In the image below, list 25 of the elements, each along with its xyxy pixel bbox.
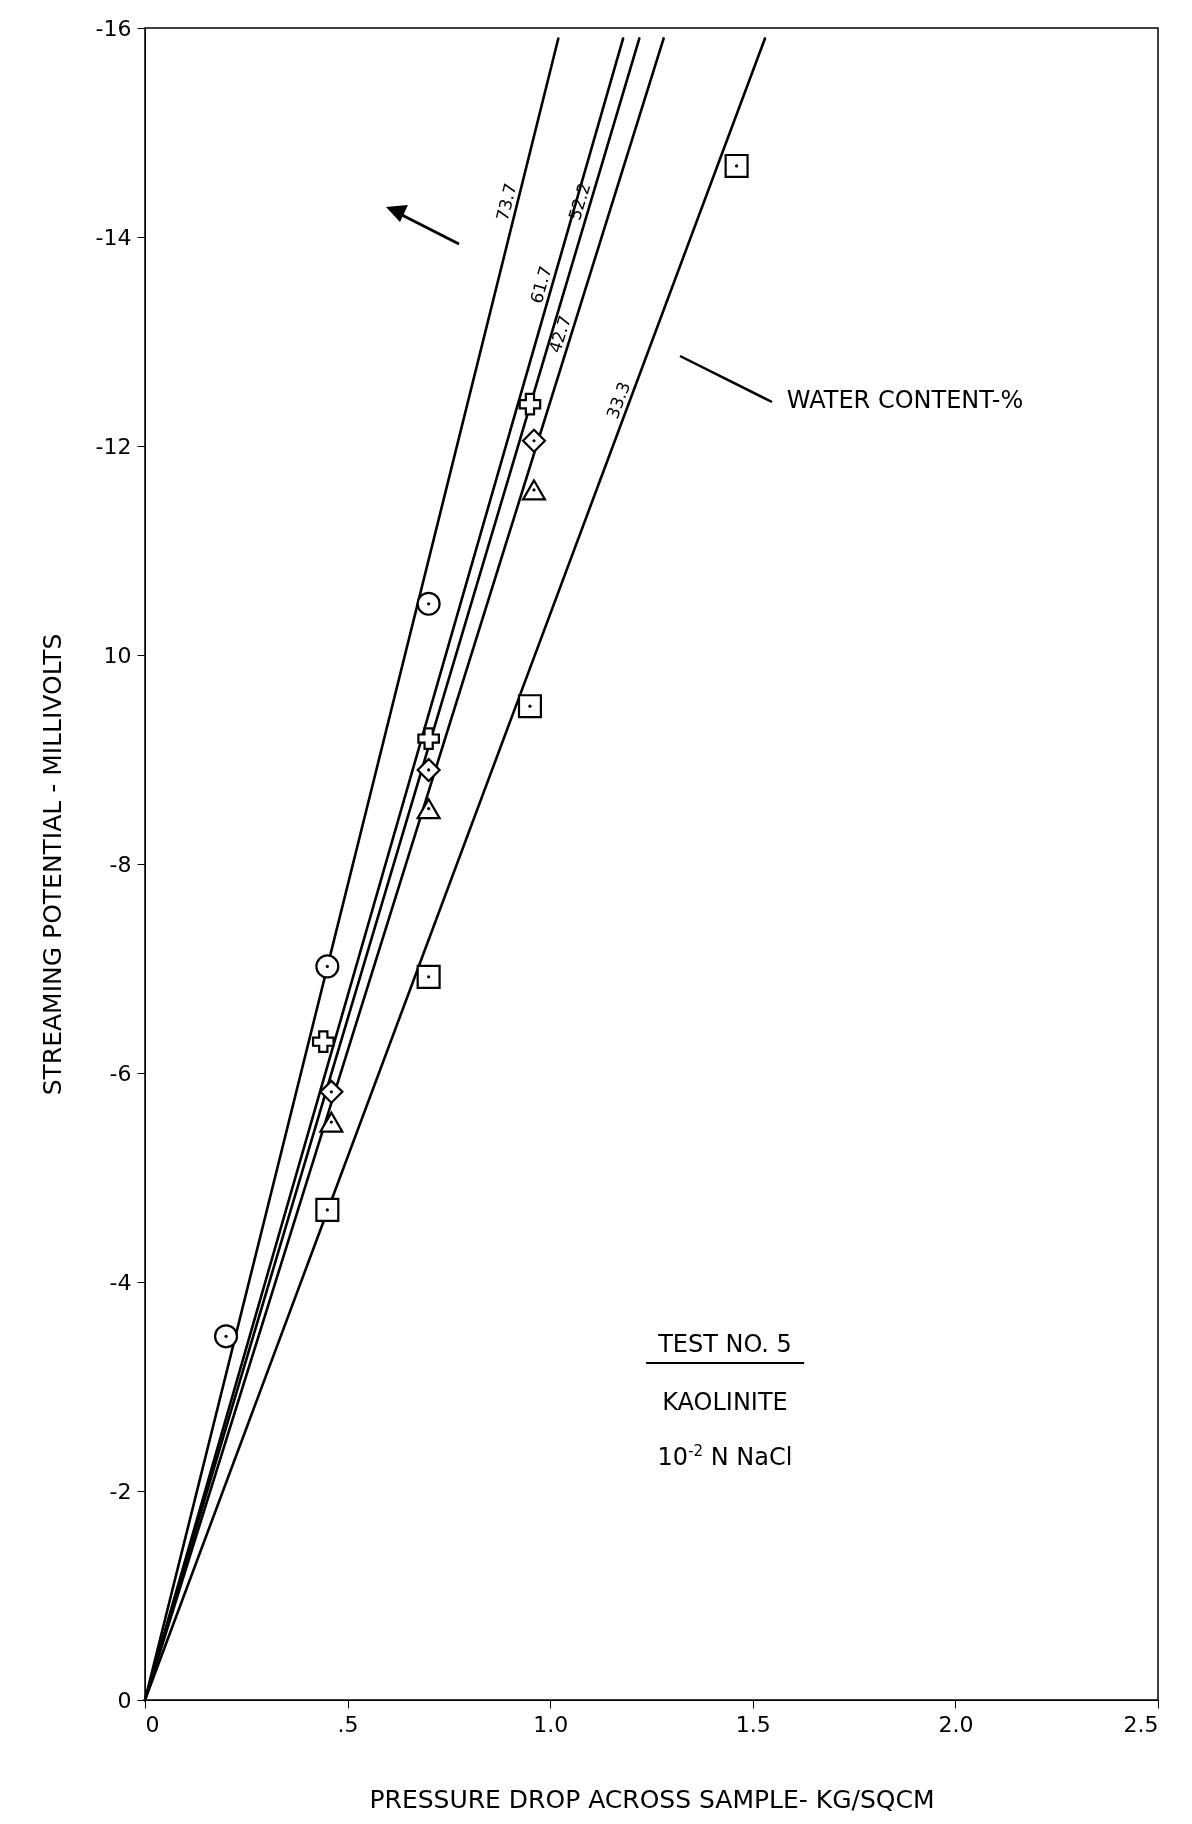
text: 61.7 [526, 263, 556, 306]
y-tick-label: -6 [109, 1060, 132, 1086]
annotation: TEST NO. 5 [646, 1330, 804, 1364]
x-tick-label: 1.5 [735, 1711, 771, 1737]
text: 42.7 [544, 313, 575, 356]
annotation: WATER CONTENT-% [786, 386, 1024, 414]
text: 73.7 [492, 181, 521, 223]
y-tick-label: -4 [109, 1269, 132, 1295]
y-tick-label: 0 [117, 1687, 132, 1713]
y-tick-label: -16 [95, 15, 132, 41]
annotation: 10$^{-2}$ N NaCl [657, 1442, 793, 1471]
annotation: KAOLINITE [662, 1388, 788, 1416]
x-tick-label: 2.5 [1123, 1711, 1159, 1737]
x-tick-label: .5 [337, 1711, 359, 1737]
y-tick-label: -2 [109, 1478, 132, 1504]
x-tick-label: 1.0 [533, 1711, 569, 1737]
x-axis-title: PRESSURE DROP ACROSS SAMPLE- KG/SQCM [369, 1784, 935, 1814]
y-tick-label: -8 [109, 851, 132, 877]
x-tick-label: 2.0 [938, 1711, 974, 1737]
x-tick-label: 0 [145, 1711, 160, 1737]
y-tick-label: 10 [103, 642, 132, 668]
y-axis-title: STREAMING POTENTIAL - MILLIVOLTS [37, 633, 67, 1096]
y-tick-label: -12 [95, 433, 132, 459]
text: 33.3 [602, 378, 635, 422]
y-tick-label: -14 [95, 224, 132, 250]
